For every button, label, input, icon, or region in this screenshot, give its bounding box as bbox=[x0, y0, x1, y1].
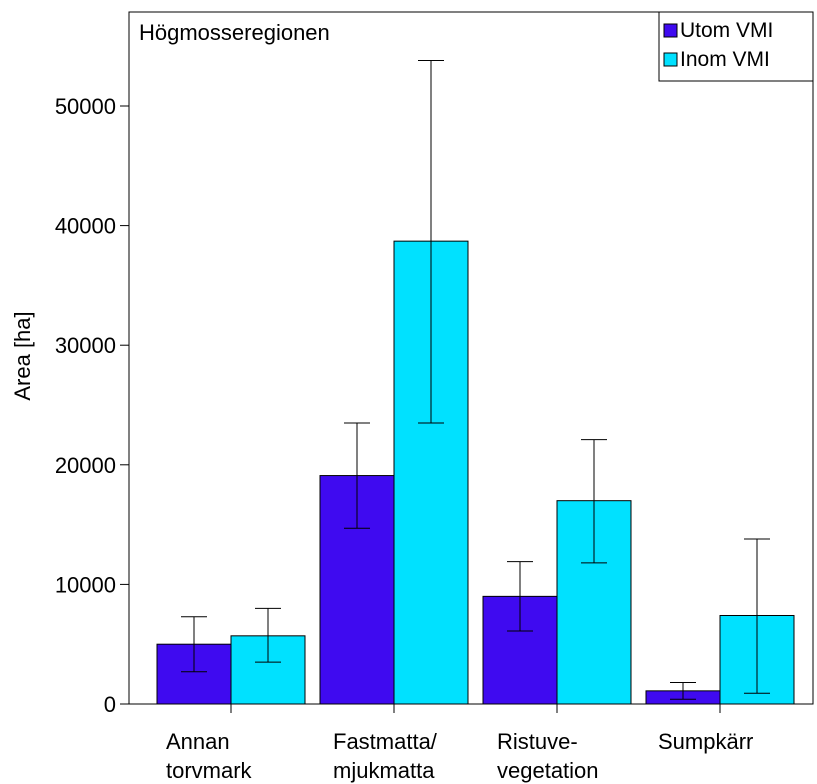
legend-swatch bbox=[663, 52, 678, 67]
x-category-label: torvmark bbox=[166, 758, 253, 783]
y-tick-label: 10000 bbox=[55, 572, 116, 597]
legend-box bbox=[658, 11, 814, 82]
y-axis: 0 10000 20000 30000 40000 50000 bbox=[55, 94, 129, 717]
legend: Utom VMI Inom VMI bbox=[658, 11, 814, 82]
x-axis: Annan torvmark Fastmatta/mjukmatta Ristuve-… bbox=[166, 704, 753, 783]
plot-frame bbox=[128, 11, 814, 705]
legend-swatch bbox=[663, 23, 678, 38]
y-tick-label: 20000 bbox=[55, 453, 116, 478]
panel-title: Högmosseregionen bbox=[139, 20, 330, 45]
y-axis-label: Area [ha] bbox=[10, 311, 35, 400]
y-tick-label: 50000 bbox=[55, 94, 116, 119]
x-category-label: vegetation bbox=[497, 758, 599, 783]
y-tick-label: 30000 bbox=[55, 333, 116, 358]
x-category-label: Ristuve- bbox=[497, 729, 578, 754]
y-tick-label: 40000 bbox=[55, 214, 116, 239]
x-category-label: Sumpkärr bbox=[658, 729, 753, 754]
x-category-label: mjukmatta bbox=[333, 758, 435, 783]
y-tick-label: 0 bbox=[104, 692, 116, 717]
bars-layer bbox=[156, 240, 795, 705]
x-category-label: Fastmatta/ bbox=[333, 729, 438, 754]
x-category-label: Annan bbox=[166, 729, 230, 754]
legend-label: Utom VMI bbox=[680, 19, 773, 42]
error-bars-layer bbox=[181, 60, 770, 700]
legend-label: Inom VMI bbox=[680, 48, 770, 71]
